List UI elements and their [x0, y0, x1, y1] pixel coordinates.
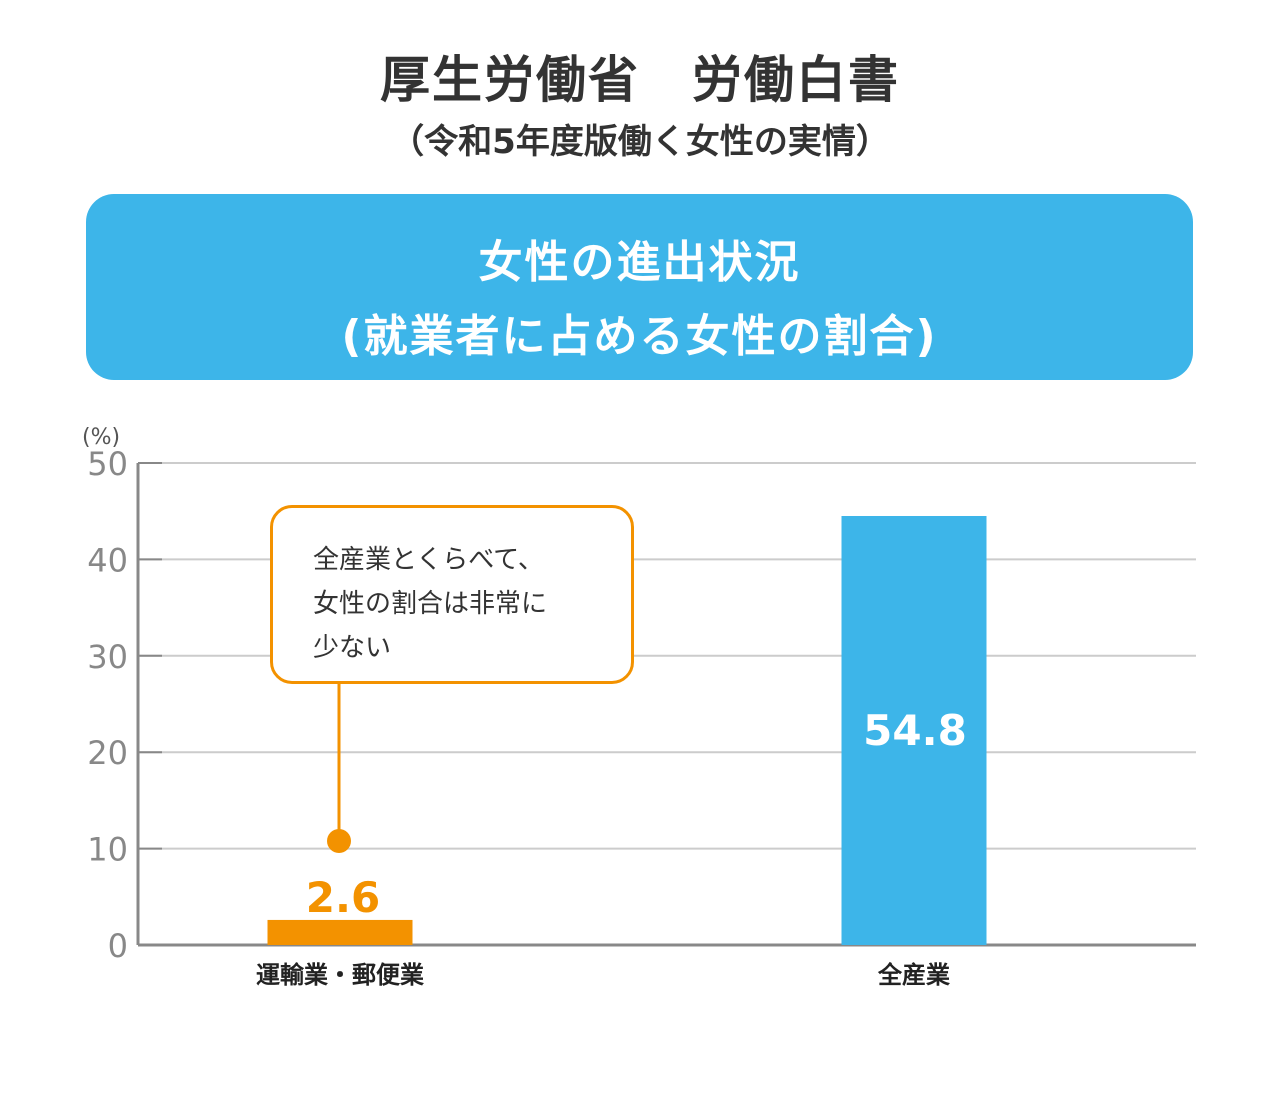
y-tick-label-10: 10 — [87, 831, 128, 869]
callout-pointer-dot — [327, 829, 351, 853]
banner-subtitle: (就業者に占める女性の割合) — [341, 311, 938, 362]
y-tick-label-20: 20 — [87, 734, 128, 772]
y-tick-label-40: 40 — [87, 541, 128, 579]
y-unit-label: (%) — [82, 425, 120, 450]
banner-title: 女性の進出状況 — [478, 237, 801, 288]
callout-line-2: 女性の割合は非常に — [313, 589, 548, 619]
y-tick-label-50: 50 — [87, 445, 128, 483]
page-title: 厚生労働省 労働白書 — [380, 51, 900, 109]
callout-box: 全産業とくらべて、 女性の割合は非常に 少ない — [270, 505, 634, 684]
page-subtitle: （令和5年度版働く女性の実情） — [390, 122, 890, 162]
banner — [86, 194, 1193, 380]
bar-0 — [267, 919, 413, 945]
bar-1 — [841, 516, 987, 945]
data-label-0: 2.6 — [306, 873, 380, 922]
y-tick-label-30: 30 — [87, 638, 128, 676]
callout-line-1: 全産業とくらべて、 — [313, 545, 544, 575]
x-category-label-0: 運輸業・郵便業 — [256, 961, 424, 989]
callout-line-3: 少ない — [313, 633, 392, 663]
data-label-1: 54.8 — [863, 706, 967, 755]
x-category-label-1: 全産業 — [877, 961, 950, 989]
y-tick-label-0: 0 — [108, 927, 128, 965]
